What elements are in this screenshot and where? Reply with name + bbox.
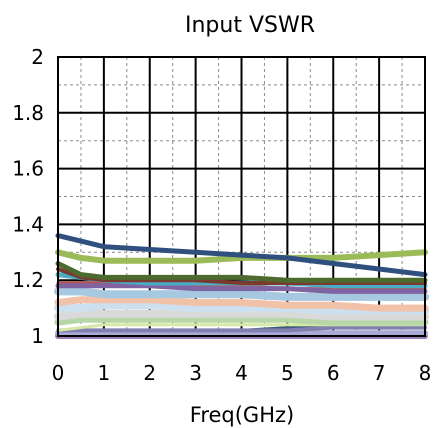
y-tick-label: 1.8 xyxy=(12,101,44,125)
series-line-1 xyxy=(55,233,428,278)
x-tick-label: 4 xyxy=(235,361,248,385)
series-line-8 xyxy=(54,287,429,301)
series-line-11 xyxy=(54,309,429,321)
series-line-6 xyxy=(55,283,428,294)
x-tick-labels: 0 1 2 3 4 5 6 7 8 xyxy=(52,361,432,385)
x-tick-label: 3 xyxy=(189,361,202,385)
x-tick-label: 7 xyxy=(373,361,386,385)
chart-title: Input VSWR xyxy=(185,13,315,38)
series-line-14 xyxy=(56,325,427,333)
series-line-4 xyxy=(56,267,427,285)
series-line-7 xyxy=(56,281,427,291)
y-tick-label: 1 xyxy=(31,324,44,348)
series-line-2 xyxy=(55,249,428,264)
x-tick-label: 2 xyxy=(143,361,156,385)
series-line-9 xyxy=(54,296,429,312)
x-tick-label: 6 xyxy=(327,361,340,385)
y-tick-label: 1.2 xyxy=(12,268,44,292)
x-axis-label: Freq(GHz) xyxy=(190,403,294,427)
series-line-12 xyxy=(54,315,429,326)
x-tick-label: 1 xyxy=(98,361,111,385)
y-tick-label: 2 xyxy=(31,45,44,69)
x-tick-label: 8 xyxy=(419,361,432,385)
y-tick-label: 1.6 xyxy=(12,157,44,181)
x-tick-label: 0 xyxy=(52,361,65,385)
y-tick-labels: 1 1.2 1.4 1.6 1.8 2 xyxy=(12,45,44,348)
series-line-10 xyxy=(54,301,429,315)
plot-frame xyxy=(57,56,426,337)
y-tick-label: 1.4 xyxy=(12,212,44,236)
x-tick-label: 5 xyxy=(281,361,294,385)
series-line-3 xyxy=(55,261,428,283)
